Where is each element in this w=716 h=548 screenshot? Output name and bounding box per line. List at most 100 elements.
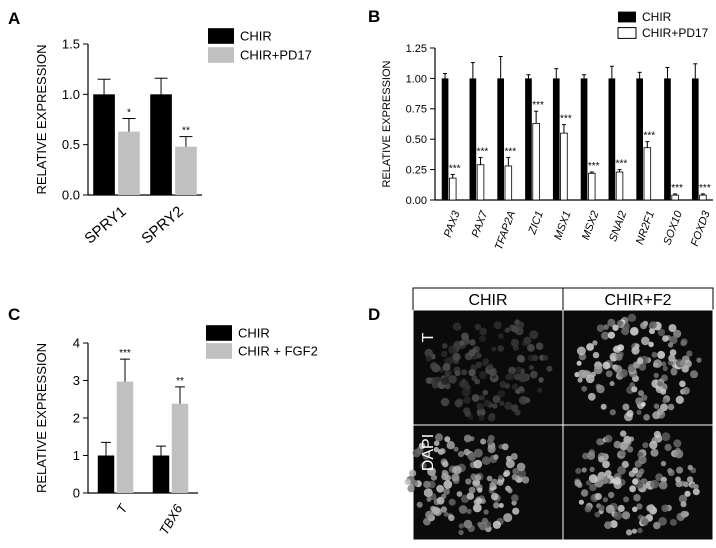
nucleus [474, 323, 481, 331]
nucleus [608, 491, 615, 499]
nucleus [453, 446, 459, 452]
nucleus [612, 324, 619, 331]
nucleus [673, 439, 682, 448]
nucleus [660, 460, 667, 467]
nucleus [482, 358, 490, 365]
y-tick-label: 0 [73, 486, 80, 501]
nucleus [452, 322, 462, 331]
nucleus [442, 460, 449, 468]
nucleus [669, 518, 677, 526]
nucleus [489, 482, 496, 488]
nucleus [479, 335, 486, 343]
nucleus [643, 414, 650, 421]
nucleus [474, 474, 482, 481]
nucleus [648, 341, 654, 348]
nucleus [586, 343, 594, 351]
nucleus [632, 478, 639, 485]
y-tick-label: 0.25 [406, 164, 427, 176]
bar [552, 78, 560, 200]
nucleus [441, 472, 449, 481]
nucleus [467, 453, 475, 460]
y-tick-label: 4 [73, 336, 80, 351]
nucleus [440, 376, 449, 385]
significance-label: * [127, 107, 131, 118]
nucleus [493, 502, 500, 509]
nucleus [636, 357, 644, 365]
nucleus [653, 372, 659, 378]
nucleus [589, 483, 597, 492]
nucleus [696, 357, 702, 363]
nucleus [651, 351, 658, 358]
nucleus [465, 384, 471, 391]
nucleus [474, 378, 481, 385]
nucleus [605, 504, 615, 514]
nucleus [517, 321, 525, 329]
nucleus [604, 521, 612, 529]
nucleus [458, 529, 464, 536]
bar [525, 78, 532, 200]
nucleus [662, 365, 668, 372]
nucleus [475, 497, 483, 505]
nucleus [602, 497, 609, 503]
nucleus [669, 349, 677, 356]
nucleus [636, 409, 642, 415]
nucleus [407, 484, 415, 493]
nucleus [585, 374, 595, 384]
nucleus [468, 486, 476, 494]
legend-label: CHIR [238, 326, 270, 341]
nucleus [660, 388, 667, 395]
significance-label: **** [473, 146, 489, 157]
nucleus [459, 340, 465, 346]
significance-label: *** [119, 348, 131, 359]
nucleus [615, 353, 623, 361]
nucleus [518, 386, 524, 392]
nucleus [461, 369, 468, 376]
nucleus [642, 442, 649, 449]
y-tick-label: 1.5 [62, 37, 80, 52]
nucleus [466, 508, 472, 514]
nucleus [598, 456, 605, 463]
significance-label: **** [695, 183, 711, 194]
nucleus [499, 381, 507, 388]
nucleus [477, 487, 483, 493]
nucleus [576, 360, 582, 366]
nucleus [577, 377, 583, 383]
nucleus [616, 320, 624, 327]
nucleus [463, 396, 471, 404]
panel-letter: D [368, 305, 380, 324]
nucleus [479, 395, 485, 401]
nucleus [510, 453, 518, 460]
nucleus [658, 517, 667, 526]
nucleus [687, 464, 693, 471]
nucleus [653, 403, 660, 409]
nucleus [646, 504, 654, 512]
nucleus [490, 492, 499, 501]
nucleus [632, 467, 639, 474]
nucleus [680, 501, 687, 508]
bar [118, 131, 140, 195]
bar [560, 132, 568, 201]
nucleus [529, 370, 538, 379]
nucleus [497, 390, 505, 398]
nucleus [601, 331, 610, 340]
nucleus [667, 342, 674, 348]
significance-label: ** [176, 376, 184, 387]
nucleus [678, 494, 688, 504]
nucleus [673, 329, 682, 338]
nucleus [614, 365, 623, 374]
nucleus [457, 451, 465, 458]
legend-swatch [208, 47, 234, 63]
nucleus [426, 496, 432, 502]
nucleus [631, 528, 638, 534]
significance-label: **** [556, 114, 572, 125]
nucleus [684, 490, 691, 497]
nucleus [448, 514, 455, 522]
significance-label: **** [640, 131, 656, 142]
nucleus [499, 400, 505, 406]
significance-label: **** [667, 183, 683, 194]
nucleus [596, 438, 604, 446]
nucleus [463, 434, 472, 443]
legend-swatch [617, 27, 637, 39]
nucleus [420, 462, 427, 469]
nucleus [626, 446, 634, 453]
